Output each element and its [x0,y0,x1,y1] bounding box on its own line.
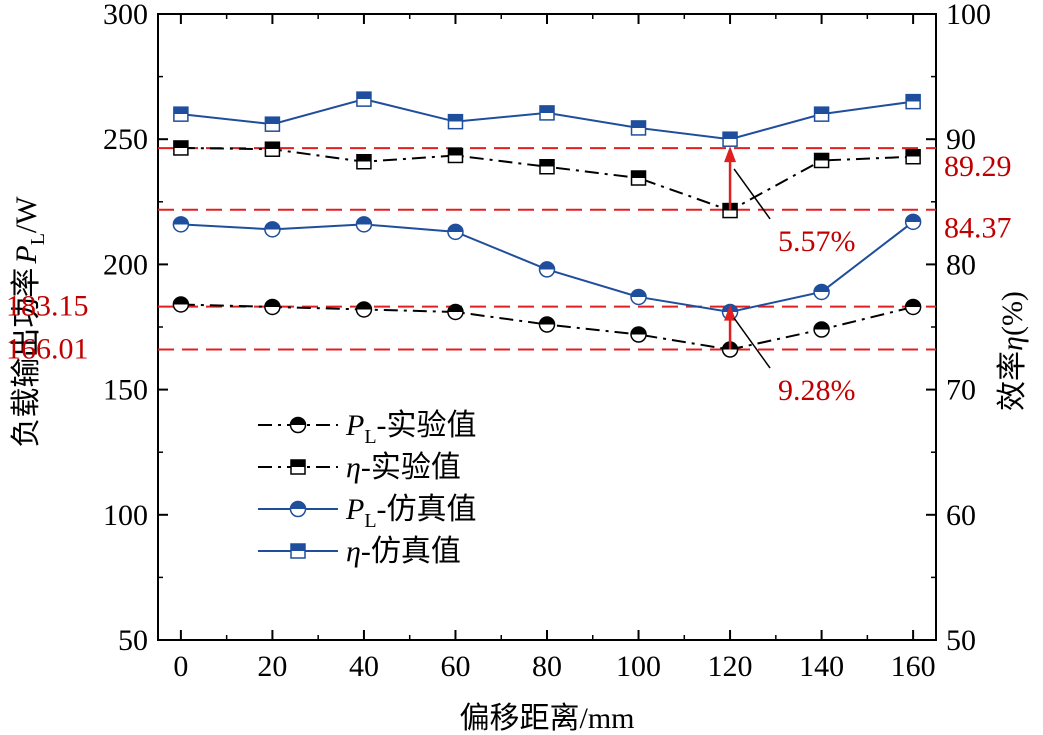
reference-label-left: 183.15 [6,290,89,323]
legend-symbol: η [346,535,361,568]
data-point [264,116,281,132]
legend-symbol: η [346,451,361,484]
data-point [813,106,830,122]
legend-label: PL-仿真值 [345,493,477,532]
data-point [447,147,464,164]
data-point [630,120,647,136]
data-point [447,113,464,130]
reference-label-right: 89.29 [944,150,1012,183]
x-tick-label: 160 [891,650,936,683]
x-tick-label: 140 [799,650,844,683]
data-point [630,326,647,343]
legend-name: -实验值 [361,451,461,484]
data-point [539,158,555,175]
legend-marker [289,500,307,518]
y-right-title-unit: (%) [996,291,1029,336]
y-right-title-symbol: η [996,336,1029,351]
legend-symbol: P [345,409,364,442]
y-left-title-unit: /W [10,196,43,233]
x-tick-label: 100 [616,650,661,683]
x-tick-label: 0 [173,650,188,683]
legend-label: η-实验值 [346,451,461,484]
y-left-title-sub: L [27,233,49,245]
legend-marker [290,543,306,559]
data-point [904,213,922,231]
legend-subscript: L [364,426,376,448]
y-right-tick-label: 90 [946,123,976,156]
x-axis-title: 偏移距离/mm [459,702,634,735]
y-left-axis-title: 负载输出功率 PL/W [10,196,49,448]
y-left-tick-label: 250 [103,123,148,156]
y-left-tick-label: 50 [118,624,148,657]
data-point [355,216,373,233]
y-left-title-symbol: P [10,245,43,264]
data-point [264,221,281,238]
y-left-tick-label: 200 [103,248,148,281]
annotation-arrowhead [724,146,737,163]
y-left-tick-label: 300 [103,0,148,31]
x-tick-label: 40 [349,650,379,683]
legend-label: PL-实验值 [345,409,477,448]
annotation-label: 9.28% [778,374,856,407]
legend-subscript: L [364,510,376,532]
legend-symbol: P [345,493,364,526]
legend-label: η-仿真值 [346,535,461,568]
data-point [630,288,647,306]
data-point [355,301,373,318]
data-point [905,148,921,165]
data-point [356,91,372,107]
data-point [447,223,464,241]
series-line [180,303,914,351]
y-right-tick-label: 100 [946,0,991,31]
y-left-tick-label: 100 [103,499,148,532]
data-point [173,140,189,156]
data-point [172,296,190,313]
data-point [264,141,281,157]
data-point [447,303,464,321]
annotation-label: 5.57% [778,225,856,258]
data-point [538,261,556,278]
y-left-title-text: 负载输出功率 [10,268,43,448]
data-point [539,105,555,121]
x-tick-label: 80 [532,650,562,683]
y-right-axis-title: 效率η(%) [996,291,1029,411]
legend-name: -实验值 [377,409,477,442]
series-line [180,146,914,212]
annotation-leader [733,168,771,220]
y-right-title-text: 效率 [996,351,1029,411]
y-right-tick-label: 50 [946,624,976,657]
x-tick-label: 120 [708,650,753,683]
data-point [905,93,921,110]
y-right-tick-label: 80 [946,248,976,281]
data-point [172,216,190,233]
data-point [538,316,556,333]
y-left-tick-label: 150 [103,374,148,407]
legend-name: -仿真值 [361,535,461,568]
annotation-arrowhead [724,304,737,321]
plot-area: 0 20 40 60 80 100 120 140 160 50 100 150 200 250 300 50… [6,0,1029,735]
x-tick-label: 20 [257,650,287,683]
legend-marker [289,416,307,434]
data-point [356,153,372,170]
reference-label-right: 84.37 [944,212,1012,245]
reference-label-left: 166.01 [6,333,89,366]
data-point [813,321,830,338]
x-tick-label: 60 [440,650,470,683]
data-point [264,298,281,316]
legend-marker [290,459,306,475]
annotation-leader [733,317,771,369]
data-point [813,283,830,301]
data-point [722,131,738,147]
y-right-tick-label: 60 [946,499,976,532]
y-right-tick-label: 70 [946,374,976,407]
data-point [904,298,922,316]
data-point [813,152,830,169]
data-point [630,170,647,186]
data-point [173,106,189,122]
legend-name: -仿真值 [377,493,477,526]
